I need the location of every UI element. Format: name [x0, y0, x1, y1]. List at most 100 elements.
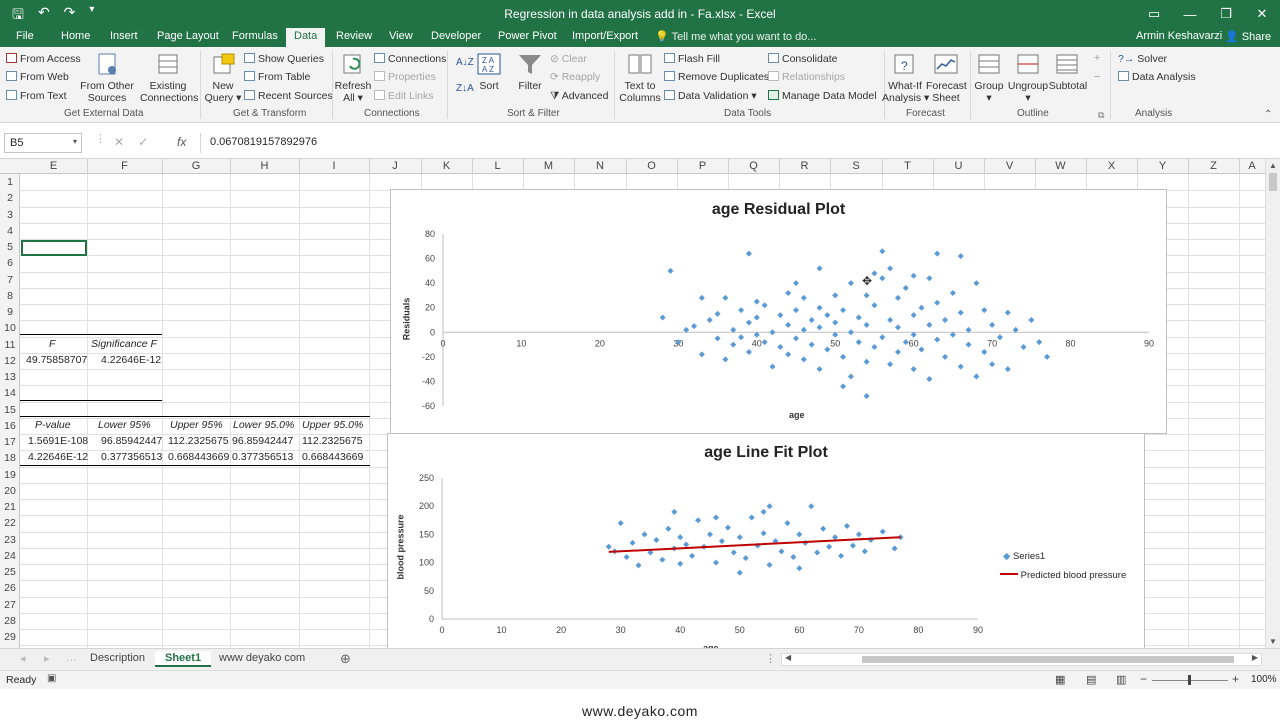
save-icon[interactable]: 🖫 [12, 6, 24, 22]
column-header-w[interactable]: W [1055, 160, 1066, 172]
row-header-2[interactable]: 2 [7, 192, 13, 205]
cell-h16[interactable]: Lower 95.0% [233, 419, 295, 431]
tab-import-export[interactable]: Import/Export [572, 30, 639, 42]
column-header-a[interactable]: A [1248, 160, 1256, 172]
row-header-1[interactable]: 1 [7, 176, 13, 188]
tab-insert[interactable]: Insert [110, 30, 138, 42]
row-header-16[interactable]: 16 [4, 419, 16, 432]
column-header-j[interactable]: J [392, 160, 398, 172]
from-other-sources-button[interactable]: From Other Sources [80, 80, 134, 104]
zoom-slider-thumb[interactable] [1188, 675, 1191, 685]
row-header-15[interactable]: 15 [4, 403, 16, 416]
new-query-button[interactable]: New Query ▾ [204, 80, 242, 104]
tab-review[interactable]: Review [336, 30, 373, 42]
hscroll-thumb[interactable] [862, 656, 1234, 663]
tab-home[interactable]: Home [61, 30, 91, 42]
tab-data[interactable]: Data [286, 28, 326, 47]
row-header-25[interactable]: 25 [4, 566, 16, 578]
subtotal-button[interactable]: Subtotal [1048, 80, 1088, 92]
column-header-l[interactable]: L [494, 160, 501, 172]
tab-formulas[interactable]: Formulas [232, 30, 278, 42]
show-queries-button[interactable]: Show Queries [244, 53, 324, 65]
cell-i17[interactable]: 112.2325675 [302, 435, 363, 447]
row-header-7[interactable]: 7 [7, 273, 13, 286]
row-header-22[interactable]: 22 [4, 517, 16, 530]
connections-button[interactable]: Connections [374, 53, 446, 65]
from-text-button[interactable]: From Text [6, 90, 66, 102]
column-header-t[interactable]: T [904, 160, 911, 172]
scroll-down-icon[interactable]: ▼ [1269, 637, 1277, 646]
cell-e11[interactable]: F [49, 338, 56, 350]
share-button[interactable]: 👤 Share [1225, 30, 1271, 43]
refresh-all-button[interactable]: Refresh All ▾ [334, 80, 372, 104]
column-header-x[interactable]: X [1107, 160, 1116, 172]
cell-e12[interactable]: 49.75858707 [26, 354, 88, 366]
close-icon[interactable]: ✕ [1256, 6, 1268, 21]
flash-fill-button[interactable]: Flash Fill [664, 53, 720, 65]
column-header-n[interactable]: N [596, 160, 604, 172]
row-header-19[interactable]: 19 [4, 468, 16, 481]
sheet-tab-sheet1[interactable]: Sheet1 [155, 651, 212, 667]
cell-i16[interactable]: Upper 95.0% [302, 419, 364, 431]
ungroup-button[interactable]: Ungroup ▾ [1005, 80, 1051, 104]
column-header-s[interactable]: S [852, 160, 860, 172]
normal-view-icon[interactable]: ▦ [1055, 674, 1066, 686]
existing-connections-button[interactable]: Existing Connections [140, 80, 198, 104]
column-header-k[interactable]: K [442, 160, 451, 172]
prev-sheet-icon[interactable]: ◂ [20, 653, 26, 665]
row-header-13[interactable]: 13 [4, 371, 16, 383]
row-header-23[interactable]: 23 [4, 533, 16, 546]
cell-f17[interactable]: 96.85942447 [101, 435, 163, 447]
tab-power-pivot[interactable]: Power Pivot [498, 30, 557, 42]
tab-developer[interactable]: Developer [431, 30, 482, 42]
row-header-9[interactable]: 9 [7, 306, 13, 318]
sheet-tab-www-deyako-com[interactable]: www deyako com [219, 652, 306, 664]
zoom-out-icon[interactable]: − [1140, 672, 1148, 686]
row-header-4[interactable]: 4 [7, 224, 13, 237]
sort-button[interactable]: Sort [479, 80, 499, 92]
row-header-8[interactable]: 8 [7, 289, 13, 302]
data-analysis-button[interactable]: Data Analysis [1118, 71, 1196, 83]
next-sheet-icon[interactable]: ▸ [44, 653, 50, 665]
cancel-icon[interactable]: ✕ [114, 135, 139, 149]
restore-icon[interactable]: ❐ [1220, 6, 1232, 21]
name-box[interactable]: B5 [4, 133, 82, 153]
cell-e16[interactable]: P-value [35, 419, 71, 431]
column-header-p[interactable]: P [698, 160, 707, 172]
user-name[interactable]: Armin Keshavarzi [1136, 30, 1223, 42]
column-header-h[interactable]: H [260, 160, 269, 172]
sheet-more-icon[interactable]: … [66, 652, 77, 664]
vertical-scrollbar[interactable]: ▲ ▼ [1265, 159, 1280, 649]
scroll-left-icon[interactable]: ◀ [785, 653, 792, 662]
outline-dialog-launcher-icon[interactable]: ⧉ [1098, 110, 1105, 120]
column-header-m[interactable]: M [543, 160, 554, 172]
column-header-i[interactable]: I [332, 160, 336, 172]
consolidate-button[interactable]: Consolidate [768, 53, 837, 65]
properties-button[interactable]: Properties [374, 71, 436, 83]
cell-e18[interactable]: 4.22646E-12 [28, 451, 89, 463]
cell-f11[interactable]: Significance F [91, 338, 157, 350]
row-header-18[interactable]: 18 [4, 452, 16, 465]
cell-h18[interactable]: 0.377356513 [232, 451, 294, 463]
cell-f18[interactable]: 0.377356513 [101, 451, 163, 463]
sort-za-icon[interactable]: Z↓A [456, 83, 474, 94]
row-header-6[interactable]: 6 [7, 257, 13, 270]
column-header-f[interactable]: F [121, 160, 128, 172]
hide-detail-icon[interactable]: − [1094, 71, 1101, 83]
row-header-12[interactable]: 12 [4, 354, 16, 367]
page-break-view-icon[interactable]: ▥ [1116, 674, 1127, 686]
row-header-27[interactable]: 27 [4, 598, 16, 611]
row-header-14[interactable]: 14 [4, 387, 16, 400]
cell-f12[interactable]: 4.22646E-12 [101, 354, 162, 366]
cell-g16[interactable]: Upper 95% [170, 419, 223, 431]
show-detail-icon[interactable]: + [1094, 52, 1101, 64]
row-header-3[interactable]: 3 [7, 208, 13, 221]
sort-az-icon[interactable]: A↓Z [456, 57, 474, 68]
row-header-24[interactable]: 24 [4, 549, 16, 562]
column-header-r[interactable]: R [800, 160, 809, 172]
sheet-tab-description[interactable]: Description [90, 652, 146, 664]
new-sheet-icon[interactable]: ⊕ [340, 651, 351, 666]
filter-button[interactable]: Filter [518, 80, 542, 92]
row-header-29[interactable]: 29 [4, 631, 16, 643]
cell-h17[interactable]: 96.85942447 [232, 435, 294, 447]
